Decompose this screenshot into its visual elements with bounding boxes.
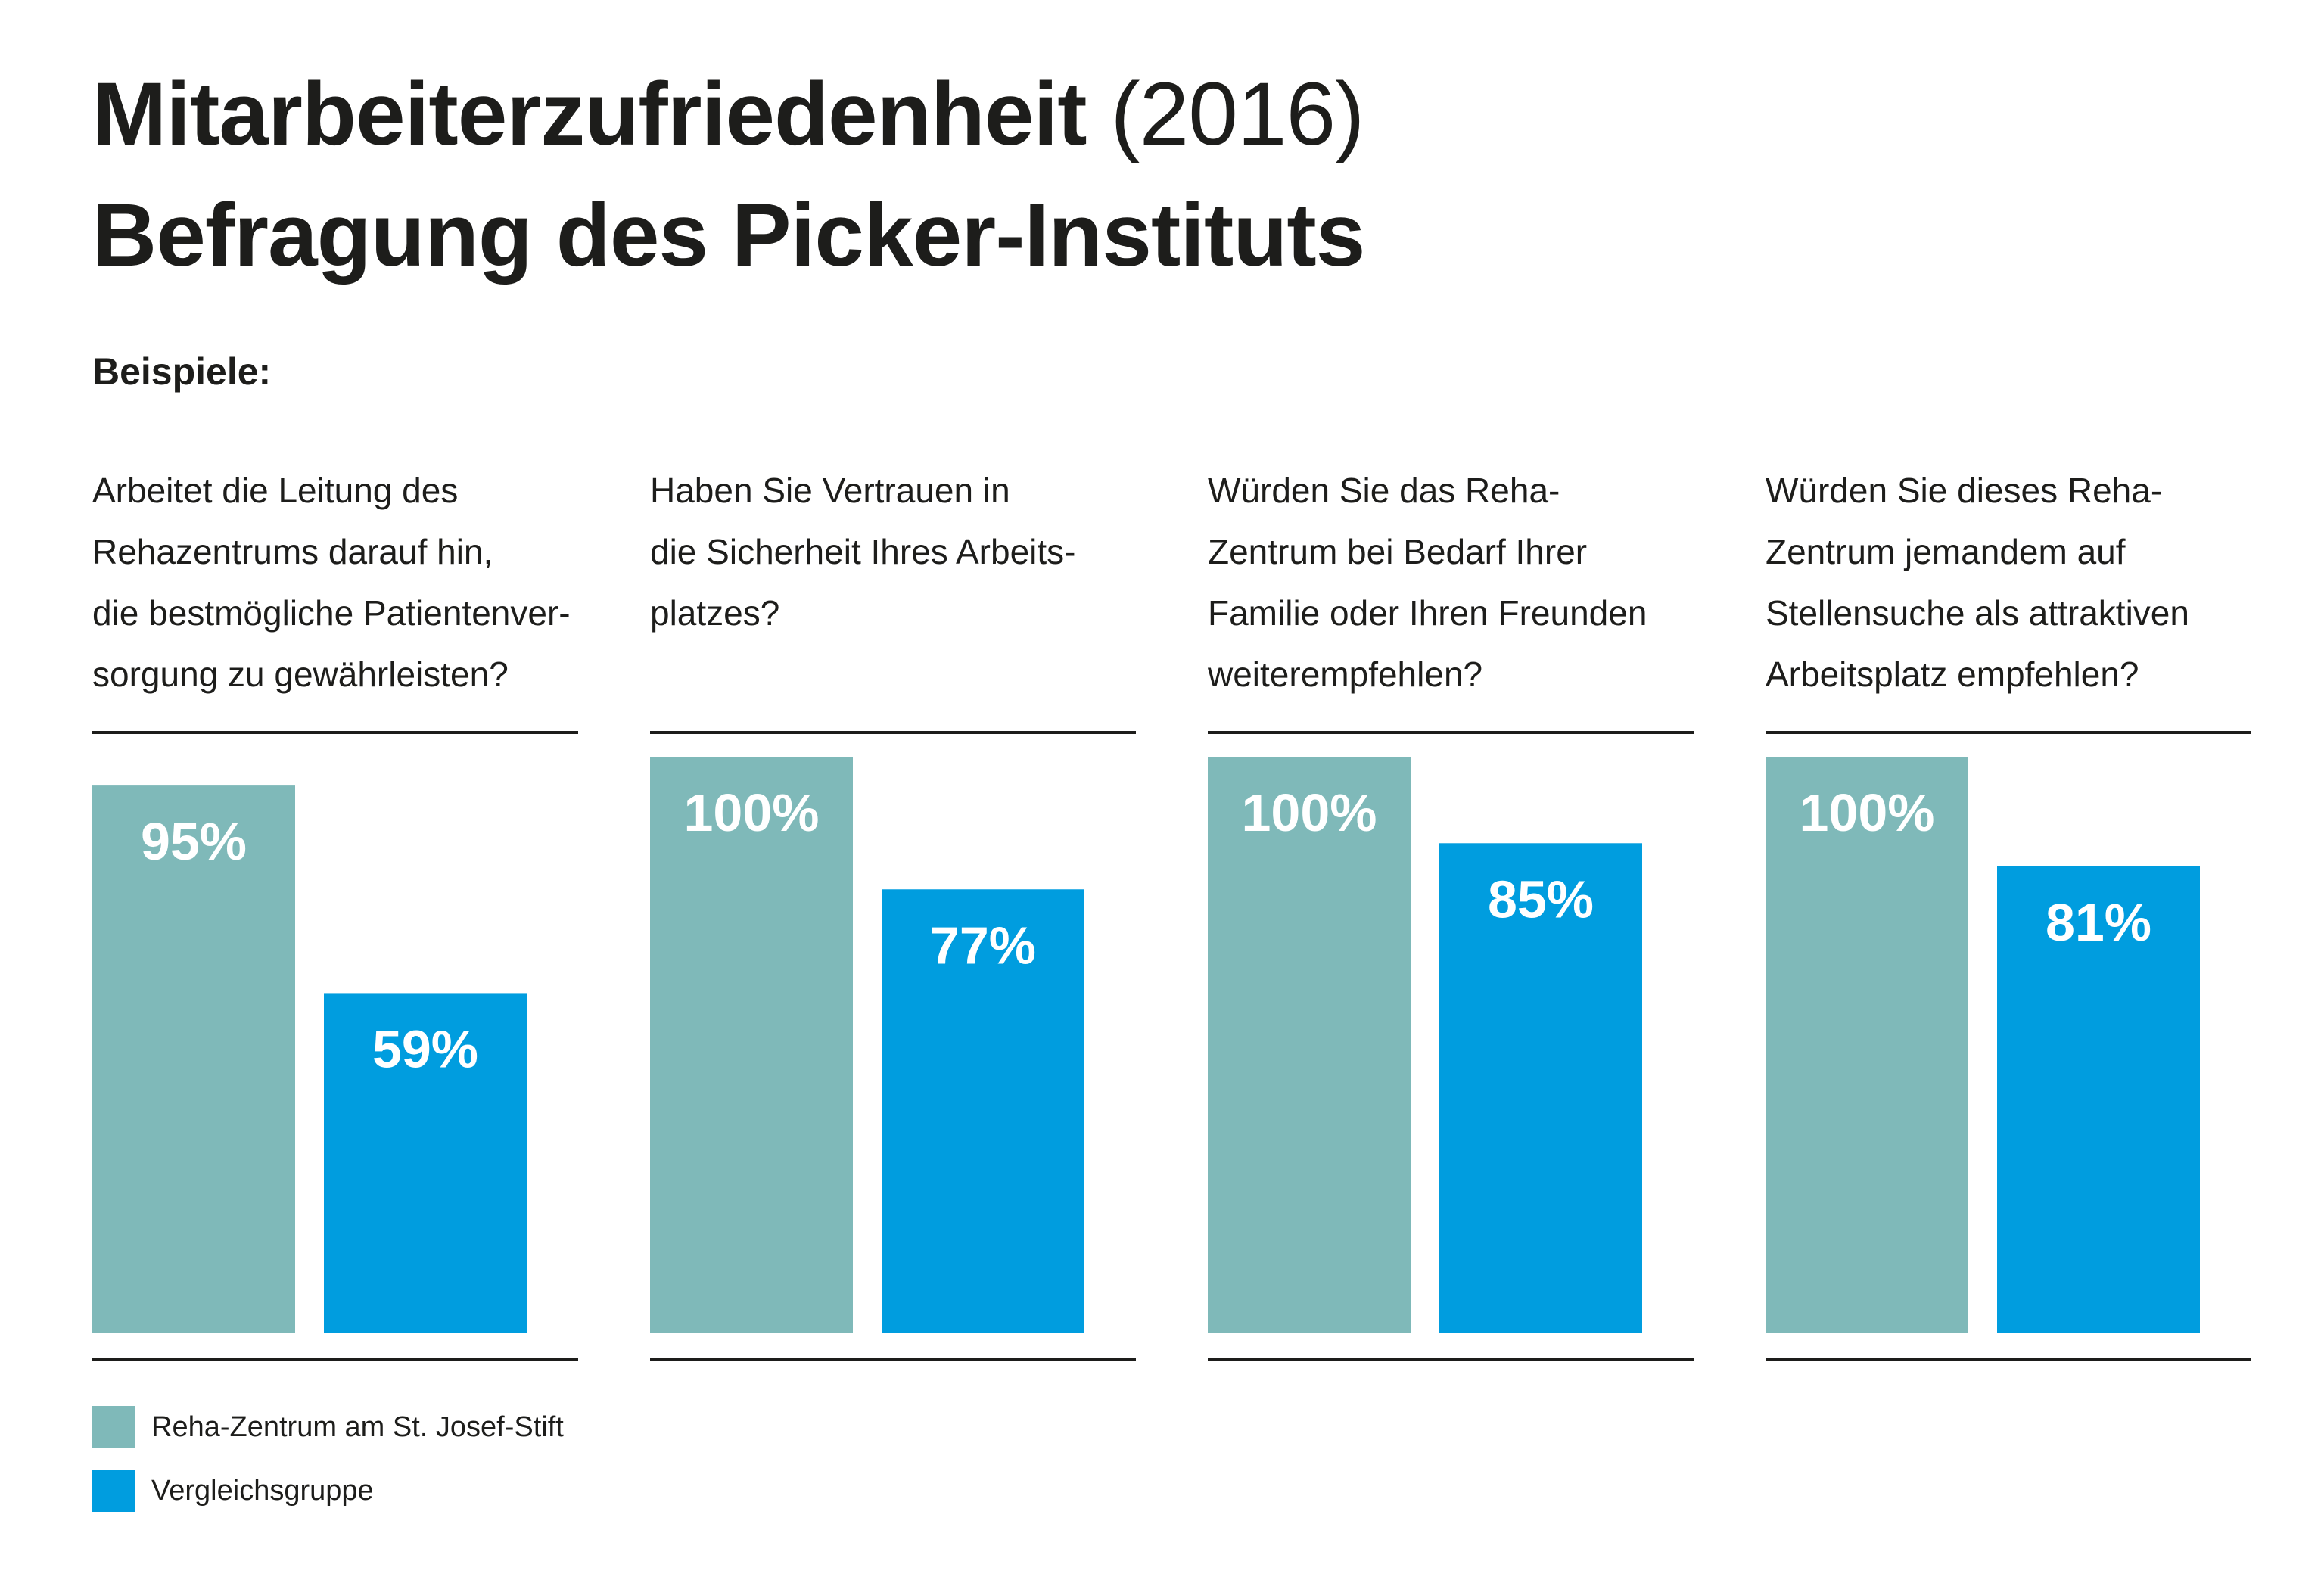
bar-vergleichsgruppe-1 (324, 993, 527, 1333)
question-2: Haben Sie Vertrauen in die Sicherheit Ihr… (650, 460, 1165, 644)
question-3: Würden Sie das Reha- Zentrum bei Bedarf I… (1208, 460, 1722, 705)
question-1-line: die bestmögliche Patientenver- (92, 593, 571, 633)
chart-subtitle: Befragung des Picker-Instituts (92, 185, 1365, 285)
chart-title-main: Mitarbeiterzufriedenheit (92, 64, 1087, 164)
bar-reha-zentrum-2 (650, 757, 853, 1333)
data-label-reha-zentrum-4: 100% (1799, 783, 1934, 842)
question-4-line: Würden Sie dieses Reha- (1766, 471, 2163, 510)
question-4-line: Stellensuche als attraktiven (1766, 593, 2189, 633)
question-4: Würden Sie dieses Reha- Zentrum jemandem … (1766, 460, 2280, 705)
data-label-vergleichsgruppe-3: 85% (1488, 869, 1594, 928)
chart-title-year: (2016) (1110, 64, 1364, 164)
question-3-line: Familie oder Ihren Freunden (1208, 593, 1647, 633)
question-4-line: Arbeitsplatz empfehlen? (1766, 655, 2139, 694)
question-1-line: sorgung zu gewährleisten? (92, 655, 509, 694)
section-label: Beispiele: (92, 350, 272, 393)
bar-vergleichsgruppe-4 (1997, 866, 2200, 1333)
data-label-reha-zentrum-1: 95% (141, 812, 247, 871)
legend-label-reha-zentrum: Reha-Zentrum am St. Josef-Stift (151, 1410, 564, 1443)
question-3-line: Zentrum bei Bedarf Ihrer (1208, 532, 1588, 571)
legend-swatch-reha-zentrum (92, 1406, 135, 1448)
question-3-line: weiterempfehlen? (1208, 655, 1483, 694)
question-4-line: Zentrum jemandem auf (1766, 532, 2126, 571)
legend-label-vergleichsgruppe: Vergleichsgruppe (151, 1474, 374, 1507)
question-1: Arbeitet die Leitung des Rehazentrums dar… (92, 460, 607, 705)
question-1-line: Rehazentrums darauf hin, (92, 532, 493, 571)
question-2-line: Haben Sie Vertrauen in (650, 471, 1010, 510)
data-label-vergleichsgruppe-2: 77% (930, 916, 1036, 975)
question-3-line: Würden Sie das Reha- (1208, 471, 1560, 510)
legend-item-vergleichsgruppe: Vergleichsgruppe (92, 1470, 374, 1512)
chart-title: Mitarbeiterzufriedenheit (2016) (92, 70, 1364, 159)
legend-swatch-vergleichsgruppe (92, 1470, 135, 1512)
bar-reha-zentrum-1 (92, 785, 295, 1333)
bar-reha-zentrum-4 (1766, 757, 1968, 1333)
legend-item-reha-zentrum: Reha-Zentrum am St. Josef-Stift (92, 1406, 564, 1448)
bar-vergleichsgruppe-3 (1439, 843, 1642, 1333)
bar-reha-zentrum-3 (1208, 757, 1411, 1333)
data-label-vergleichsgruppe-4: 81% (2046, 893, 2151, 952)
data-label-vergleichsgruppe-1: 59% (372, 1019, 478, 1078)
question-2-line: die Sicherheit Ihres Arbeits- (650, 532, 1076, 571)
question-1-line: Arbeitet die Leitung des (92, 471, 459, 510)
question-2-line: platzes? (650, 593, 780, 633)
data-label-reha-zentrum-2: 100% (683, 783, 819, 842)
bar-vergleichsgruppe-2 (882, 889, 1084, 1333)
data-label-reha-zentrum-3: 100% (1241, 783, 1377, 842)
